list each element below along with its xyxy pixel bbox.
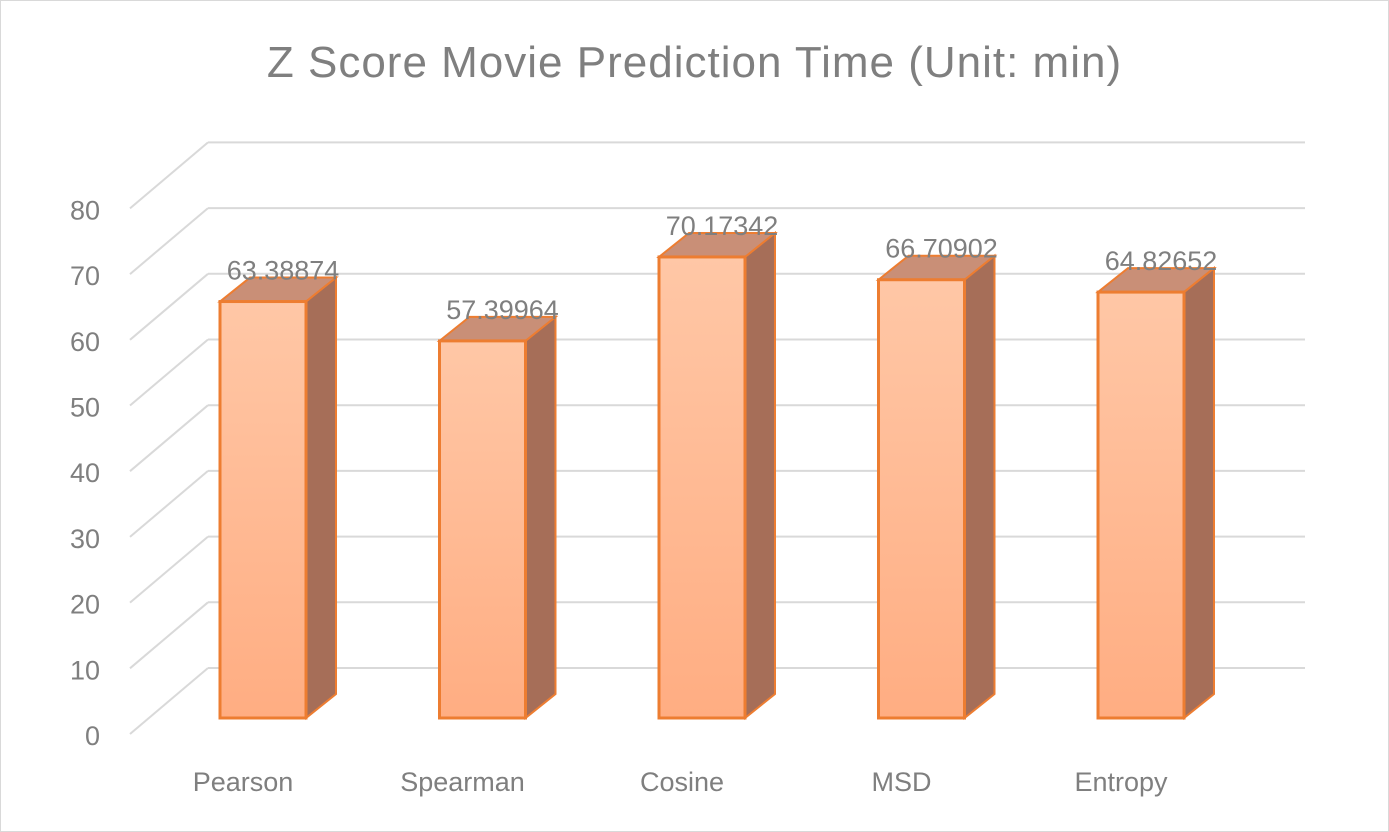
x-axis-categories: Pearson Spearman Cosine MSD Entropy (193, 767, 1168, 797)
x-category-label: Spearman (400, 767, 525, 797)
gridline-diagonal (129, 535, 209, 604)
x-category-label: MSD (872, 767, 932, 797)
y-tick-label: 10 (70, 655, 100, 685)
bar-side (524, 314, 557, 721)
bar-cosine (656, 230, 778, 721)
bar-side (305, 275, 337, 721)
y-tick-label: 60 (70, 327, 100, 357)
bar-front (438, 339, 527, 720)
chart-title: Z Score Movie Prediction Time (Unit: min… (266, 38, 1123, 87)
gridline-diagonal (129, 667, 209, 735)
bars (217, 230, 1217, 721)
data-label: 57.39964 (446, 295, 559, 325)
x-category-label: Cosine (640, 767, 724, 797)
data-label: 64.82652 (1105, 246, 1218, 276)
data-label: 70.17342 (666, 211, 779, 241)
bar-entropy (1095, 266, 1217, 721)
gridline-diagonal (129, 207, 209, 275)
gridline-diagonal (129, 141, 209, 210)
data-labels: 63.38874 57.39964 70.17342 66.70902 64.82652 (227, 211, 1218, 325)
y-axis-ticks: 0 10 20 30 40 50 60 70 80 (70, 195, 100, 751)
bar-msd (875, 253, 998, 721)
bar-side (744, 230, 776, 721)
y-tick-label: 80 (70, 195, 100, 225)
y-tick-label: 30 (70, 524, 100, 554)
y-tick-label: 0 (85, 721, 100, 751)
x-category-label: Pearson (193, 767, 294, 797)
gridline-diagonal (129, 338, 209, 407)
y-tick-label: 70 (70, 261, 100, 291)
bar-front (1096, 290, 1186, 720)
y-tick-label: 40 (70, 458, 100, 488)
bar-side (963, 253, 996, 721)
x-category-label: Entropy (1074, 767, 1168, 797)
gridline-diagonal (129, 404, 209, 472)
data-label: 66.70902 (885, 234, 998, 264)
bar-front (877, 278, 966, 720)
bar-front (657, 255, 747, 720)
gridline-diagonal (129, 470, 209, 538)
bar-side (1183, 266, 1215, 721)
gridline-diagonal (129, 273, 209, 341)
y-tick-label: 20 (70, 590, 100, 620)
bar-pearson (217, 275, 339, 721)
data-label: 63.38874 (227, 256, 340, 286)
bar-front (218, 300, 308, 720)
bar-spearman (436, 314, 559, 721)
gridline-diagonal (129, 601, 209, 670)
y-tick-label: 50 (70, 393, 100, 423)
